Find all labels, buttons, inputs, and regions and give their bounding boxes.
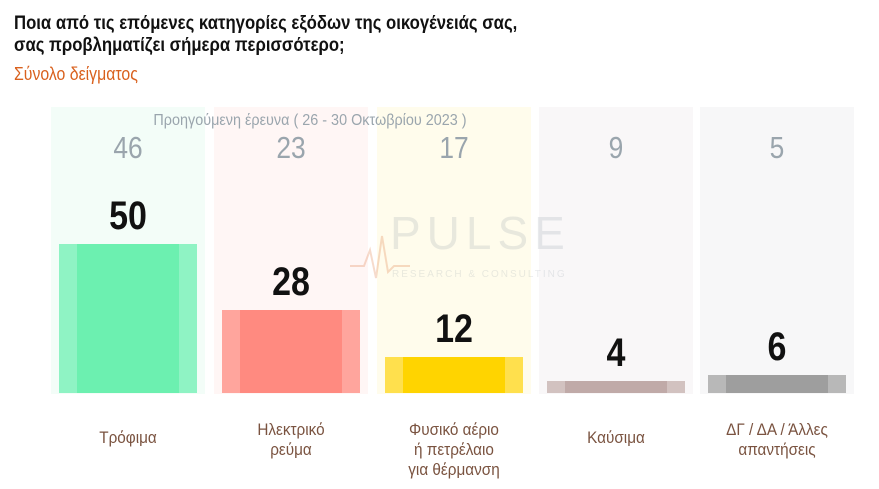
category-label-line: Φυσικό αέριο	[409, 420, 499, 439]
category-label-line: απαντήσεις	[738, 440, 816, 459]
category-label: Καύσιμα	[544, 428, 688, 448]
current-value: 12	[435, 307, 473, 351]
current-value: 4	[606, 331, 626, 375]
category-label-line: Ηλεκτρικό	[257, 420, 325, 439]
current-value: 50	[109, 194, 147, 238]
bar-fill	[240, 310, 342, 393]
bar-fill	[726, 375, 828, 393]
bar	[547, 381, 685, 393]
category-label-line: ρεύμα	[270, 440, 312, 459]
category-label-line: για θέρμανση	[408, 460, 500, 479]
category-label: ΔΓ / ΔΑ / Άλλες απαντήσεις	[705, 420, 849, 460]
column-background	[700, 107, 854, 394]
previous-value: 46	[113, 130, 143, 165]
bar-fill	[565, 381, 667, 393]
bar	[385, 357, 523, 393]
column-background	[377, 107, 531, 394]
category-label: Τρόφιμα	[56, 428, 200, 448]
column-background	[539, 107, 693, 394]
chart-title: Ποια από τις επόμενες κατηγορίες εξόδων …	[14, 13, 517, 57]
category-label: Φυσικό αέριο ή πετρέλαιο για θέρμανση	[382, 420, 526, 480]
current-value: 28	[272, 260, 310, 304]
previous-survey-caption: Προηγούμενη έρευνα ( 26 - 30 Οκτωβρίου 2…	[153, 112, 467, 129]
title-line-1: Ποια από τις επόμενες κατηγορίες εξόδων …	[14, 13, 518, 34]
bar	[708, 375, 846, 393]
previous-value: 17	[439, 130, 469, 165]
title-line-2: σας προβληματίζει σήμερα περισσότερο;	[14, 35, 345, 56]
category-label: Ηλεκτρικό ρεύμα	[219, 420, 363, 460]
bar	[222, 310, 360, 393]
category-label-line: Τρόφιμα	[99, 428, 157, 447]
chart-subtitle: Σύνολο δείγματος	[14, 64, 138, 84]
bar	[59, 244, 197, 393]
category-label-line: ή πετρέλαιο	[414, 440, 494, 459]
bar-fill	[403, 357, 505, 393]
bar-fill	[77, 244, 179, 393]
previous-value: 5	[769, 130, 785, 165]
previous-value: 9	[608, 130, 624, 165]
category-label-line: Καύσιμα	[587, 428, 645, 447]
category-label-line: ΔΓ / ΔΑ / Άλλες	[726, 420, 828, 439]
current-value: 6	[767, 325, 787, 369]
previous-value: 23	[276, 130, 306, 165]
